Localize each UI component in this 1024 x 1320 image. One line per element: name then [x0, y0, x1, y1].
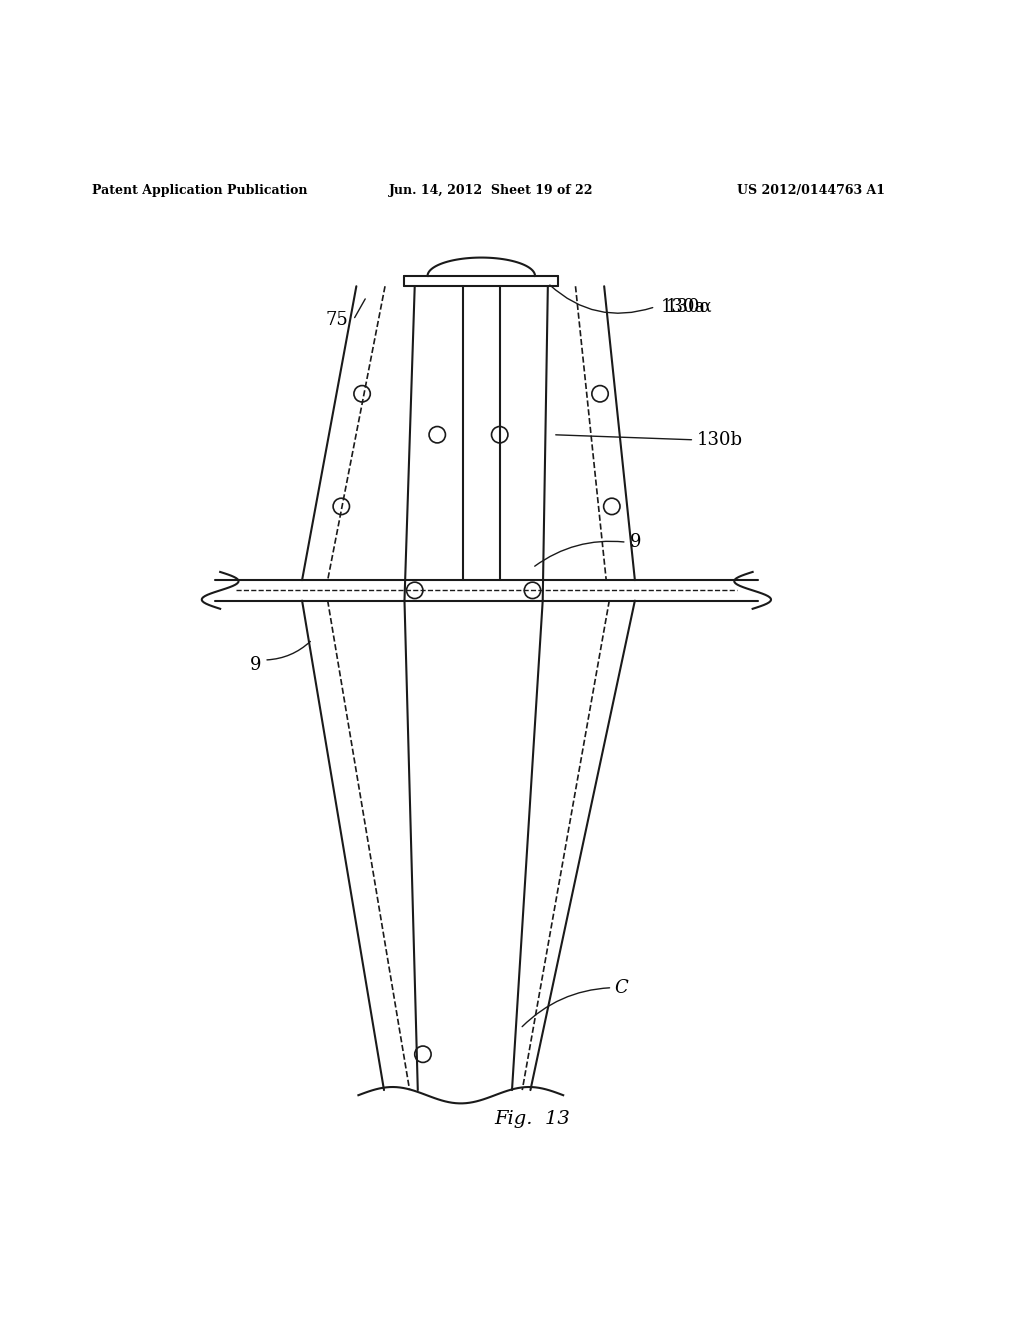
Text: 75: 75 — [326, 312, 348, 329]
Text: Jun. 14, 2012  Sheet 19 of 22: Jun. 14, 2012 Sheet 19 of 22 — [389, 183, 594, 197]
Text: US 2012/0144763 A1: US 2012/0144763 A1 — [737, 183, 886, 197]
Text: C: C — [614, 978, 628, 997]
Text: 130b: 130b — [696, 430, 742, 449]
Text: 9: 9 — [630, 533, 641, 552]
Text: 130α: 130α — [666, 298, 713, 315]
Text: 9: 9 — [250, 656, 261, 675]
Text: Fig.  13: Fig. 13 — [495, 1110, 570, 1127]
Text: Patent Application Publication: Patent Application Publication — [92, 183, 307, 197]
Text: 130a: 130a — [660, 298, 706, 315]
